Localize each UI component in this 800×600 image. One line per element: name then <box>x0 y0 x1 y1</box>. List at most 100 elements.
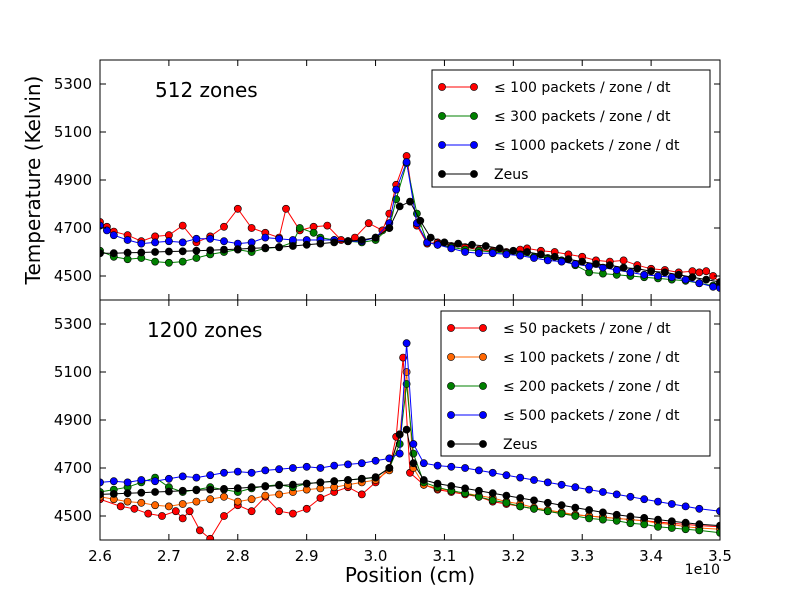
legend-entry: ≤ 100 packets / zone / dt <box>447 350 680 366</box>
data-point <box>116 502 125 511</box>
data-point <box>275 243 283 252</box>
y-tick-label: 4900 <box>54 411 92 429</box>
series-group <box>100 152 720 292</box>
data-point <box>543 507 552 516</box>
series-group <box>100 339 720 540</box>
data-point <box>502 250 511 259</box>
data-point <box>123 248 132 257</box>
y-axis-label: Temperature (Kelvin) <box>21 76 45 286</box>
data-point <box>516 251 525 260</box>
data-point <box>647 267 655 276</box>
data-point <box>557 509 566 518</box>
x-axis-offset-label: 1e10 <box>685 562 720 578</box>
data-point <box>109 477 118 486</box>
data-point <box>426 233 435 242</box>
panel-title: 1200 zones <box>147 318 262 342</box>
data-point <box>220 222 228 231</box>
data-point <box>192 486 201 495</box>
data-point <box>123 236 132 244</box>
data-point <box>402 380 411 388</box>
data-point <box>633 264 642 273</box>
data-point <box>275 507 283 516</box>
legend-label: ≤ 100 packets / zone / dt <box>494 80 671 96</box>
data-point <box>233 467 242 476</box>
data-point <box>447 462 456 471</box>
legend-entry: ≤ 300 packets / zone / dt <box>438 109 671 125</box>
data-point <box>557 257 566 266</box>
data-point <box>151 488 159 496</box>
data-point <box>178 472 187 481</box>
x-tick-label: 2.7 <box>157 547 181 565</box>
data-point <box>220 237 228 246</box>
data-point <box>344 476 352 484</box>
legend-marker <box>438 83 446 91</box>
data-point <box>516 494 525 502</box>
data-point <box>137 476 146 484</box>
data-point <box>557 480 566 489</box>
data-point <box>288 464 297 472</box>
data-point <box>103 226 111 235</box>
data-point <box>619 263 628 272</box>
data-point <box>323 221 332 230</box>
legend-entry: Zeus <box>447 437 537 453</box>
y-tick-label: 4500 <box>54 267 92 285</box>
data-point <box>716 284 720 292</box>
data-point <box>233 245 242 253</box>
data-point <box>302 240 311 249</box>
x-tick-label: 3.0 <box>364 547 388 565</box>
data-point <box>481 242 490 250</box>
data-point <box>316 478 325 487</box>
y-tick-label: 4500 <box>54 507 92 525</box>
data-point <box>261 482 270 491</box>
legend-marker <box>470 112 478 120</box>
data-point <box>164 247 173 256</box>
data-point <box>171 507 180 516</box>
data-point <box>523 248 531 256</box>
data-point <box>564 255 573 264</box>
data-point <box>716 528 720 537</box>
data-point <box>488 496 497 505</box>
data-point <box>571 512 580 520</box>
data-point <box>151 257 159 266</box>
legend-marker <box>447 382 455 390</box>
data-point <box>220 468 228 477</box>
data-point <box>447 482 456 490</box>
data-point <box>195 526 204 535</box>
data-point <box>185 507 194 516</box>
legend-entry: Zeus <box>438 167 528 183</box>
data-point <box>178 221 187 230</box>
data-point <box>688 273 697 282</box>
data-point <box>178 238 187 247</box>
data-point <box>585 262 593 271</box>
data-point <box>578 257 587 266</box>
data-point <box>416 216 425 225</box>
data-point <box>530 254 538 262</box>
data-point <box>419 476 428 484</box>
y-tick-label: 5100 <box>54 123 92 141</box>
data-point <box>344 237 352 246</box>
data-point <box>109 489 118 498</box>
x-axis-label: Position (cm) <box>345 563 475 587</box>
data-point <box>537 250 545 259</box>
data-point <box>164 474 173 483</box>
data-point <box>716 521 720 530</box>
data-point <box>192 234 201 243</box>
legend-marker <box>479 411 487 419</box>
data-point <box>233 204 242 213</box>
data-point <box>151 501 159 510</box>
data-point <box>275 481 283 490</box>
data-point <box>164 258 173 267</box>
legend-marker <box>447 411 455 419</box>
data-point <box>612 510 621 519</box>
data-point <box>640 520 649 529</box>
data-point <box>247 507 256 516</box>
data-point <box>123 497 132 506</box>
legend-label: Zeus <box>494 167 528 183</box>
data-point <box>220 484 228 493</box>
data-point <box>288 480 297 489</box>
data-point <box>233 484 242 493</box>
data-point <box>468 240 476 249</box>
data-point <box>164 487 173 496</box>
data-point <box>247 495 256 504</box>
data-point <box>502 498 511 507</box>
